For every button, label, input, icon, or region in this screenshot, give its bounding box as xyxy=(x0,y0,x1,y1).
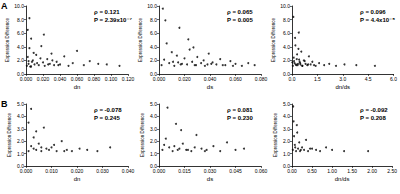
svg-text:1.0: 1.0 xyxy=(283,151,290,157)
svg-text:2.0: 2.0 xyxy=(150,138,157,144)
svg-text:Expression Difference: Expression Difference xyxy=(7,113,12,157)
svg-text:0.0: 0.0 xyxy=(289,76,296,82)
svg-text:3.0: 3.0 xyxy=(17,126,24,132)
svg-text:0.015: 0.015 xyxy=(178,168,191,174)
svg-text:ρ = 0.081: ρ = 0.081 xyxy=(227,107,253,113)
svg-text:Expression Difference: Expression Difference xyxy=(5,18,10,62)
svg-text:2.0: 2.0 xyxy=(17,138,24,144)
svg-text:P = 2.39x10⁻⁷: P = 2.39x10⁻⁷ xyxy=(94,17,133,23)
svg-text:10.0: 10.0 xyxy=(147,3,157,9)
svg-text:P = 0.005: P = 0.005 xyxy=(227,17,253,23)
svg-text:1.0: 1.0 xyxy=(17,151,24,157)
svg-text:3.0: 3.0 xyxy=(283,126,290,132)
svg-text:8.0: 8.0 xyxy=(150,17,157,23)
svg-text:3.0: 3.0 xyxy=(339,76,346,82)
svg-text:0.0: 0.0 xyxy=(17,163,24,169)
svg-text:1.00: 1.00 xyxy=(327,168,337,174)
svg-text:2.50: 2.50 xyxy=(387,168,397,174)
svg-text:0.100: 0.100 xyxy=(105,76,118,82)
svg-text:0.040: 0.040 xyxy=(204,76,217,82)
svg-text:ρ = 0.065: ρ = 0.065 xyxy=(227,9,253,15)
svg-text:0.080: 0.080 xyxy=(88,76,101,82)
svg-text:0.040: 0.040 xyxy=(54,76,67,82)
svg-text:P = 4.4x10⁻⁵: P = 4.4x10⁻⁵ xyxy=(360,17,395,23)
svg-text:3.0: 3.0 xyxy=(150,126,157,132)
svg-text:0.060: 0.060 xyxy=(229,76,242,82)
svg-text:4.0: 4.0 xyxy=(17,44,24,50)
svg-text:6.0: 6.0 xyxy=(283,30,290,36)
svg-text:P = 0.208: P = 0.208 xyxy=(360,115,386,121)
svg-text:ds: ds xyxy=(207,84,213,90)
svg-text:5.0: 5.0 xyxy=(283,101,290,107)
svg-text:6.0: 6.0 xyxy=(150,30,157,36)
svg-text:2.0: 2.0 xyxy=(283,138,290,144)
svg-text:Expression Difference: Expression Difference xyxy=(271,18,276,62)
svg-text:dn: dn xyxy=(74,84,81,90)
svg-text:0.120: 0.120 xyxy=(122,76,135,82)
svg-text:1.50: 1.50 xyxy=(347,168,357,174)
svg-text:0.000: 0.000 xyxy=(20,168,33,174)
svg-text:4.0: 4.0 xyxy=(17,113,24,119)
svg-text:4.0: 4.0 xyxy=(283,113,290,119)
svg-text:ρ = -0.078: ρ = -0.078 xyxy=(94,107,122,113)
svg-text:6.0: 6.0 xyxy=(17,30,24,36)
svg-text:0.0: 0.0 xyxy=(17,71,24,77)
svg-text:0.020: 0.020 xyxy=(71,168,84,174)
svg-text:ρ = 0.121: ρ = 0.121 xyxy=(94,9,120,15)
svg-text:Expression Difference: Expression Difference xyxy=(273,113,278,157)
svg-text:0.080: 0.080 xyxy=(255,76,268,82)
svg-text:0.000: 0.000 xyxy=(20,76,33,82)
svg-text:dn: dn xyxy=(74,176,81,182)
svg-text:B: B xyxy=(1,99,8,109)
svg-text:A: A xyxy=(1,1,8,11)
svg-text:0.060: 0.060 xyxy=(255,168,268,174)
svg-text:P = 0.245: P = 0.245 xyxy=(94,115,120,121)
svg-text:2.0: 2.0 xyxy=(283,57,290,63)
svg-text:2.0: 2.0 xyxy=(17,57,24,63)
svg-text:1.0: 1.0 xyxy=(150,151,157,157)
svg-text:0.010: 0.010 xyxy=(45,168,58,174)
svg-text:0.000: 0.000 xyxy=(153,168,166,174)
svg-text:0.0: 0.0 xyxy=(150,71,157,77)
svg-text:Expression Difference: Expression Difference xyxy=(140,113,145,157)
svg-text:0.0: 0.0 xyxy=(283,163,290,169)
svg-text:6.0: 6.0 xyxy=(390,76,397,82)
svg-text:5.0: 5.0 xyxy=(150,101,157,107)
svg-text:0.040: 0.040 xyxy=(122,168,135,174)
svg-text:0.0: 0.0 xyxy=(150,163,157,169)
svg-text:ds: ds xyxy=(207,176,213,182)
svg-text:8.0: 8.0 xyxy=(283,17,290,23)
svg-text:2.00: 2.00 xyxy=(367,168,377,174)
svg-text:0.030: 0.030 xyxy=(96,168,109,174)
svg-text:Expression Difference: Expression Difference xyxy=(138,18,143,62)
svg-text:4.0: 4.0 xyxy=(150,44,157,50)
svg-text:4.0: 4.0 xyxy=(283,44,290,50)
svg-text:5.0: 5.0 xyxy=(17,101,24,107)
svg-text:ρ = -0.092: ρ = -0.092 xyxy=(360,107,388,113)
svg-text:0.030: 0.030 xyxy=(204,168,217,174)
svg-text:4.0: 4.0 xyxy=(150,113,157,119)
svg-text:dn/ds: dn/ds xyxy=(335,176,350,182)
svg-text:0.060: 0.060 xyxy=(71,76,84,82)
svg-text:0.020: 0.020 xyxy=(37,76,50,82)
svg-text:0.045: 0.045 xyxy=(229,168,242,174)
svg-text:0.000: 0.000 xyxy=(153,76,166,82)
svg-text:0.00: 0.00 xyxy=(287,168,297,174)
svg-text:P = 0.230: P = 0.230 xyxy=(227,115,253,121)
svg-text:8.0: 8.0 xyxy=(17,17,24,23)
svg-text:4.5: 4.5 xyxy=(365,76,372,82)
svg-text:dn/ds: dn/ds xyxy=(335,84,350,90)
svg-text:0.50: 0.50 xyxy=(307,168,317,174)
svg-text:10.0: 10.0 xyxy=(280,3,290,9)
svg-text:0.0: 0.0 xyxy=(283,71,290,77)
svg-text:ρ = 0.096: ρ = 0.096 xyxy=(360,9,386,15)
svg-text:2.0: 2.0 xyxy=(150,57,157,63)
svg-text:10.0: 10.0 xyxy=(14,3,24,9)
svg-text:0.020: 0.020 xyxy=(178,76,191,82)
svg-text:1.5: 1.5 xyxy=(314,76,321,82)
